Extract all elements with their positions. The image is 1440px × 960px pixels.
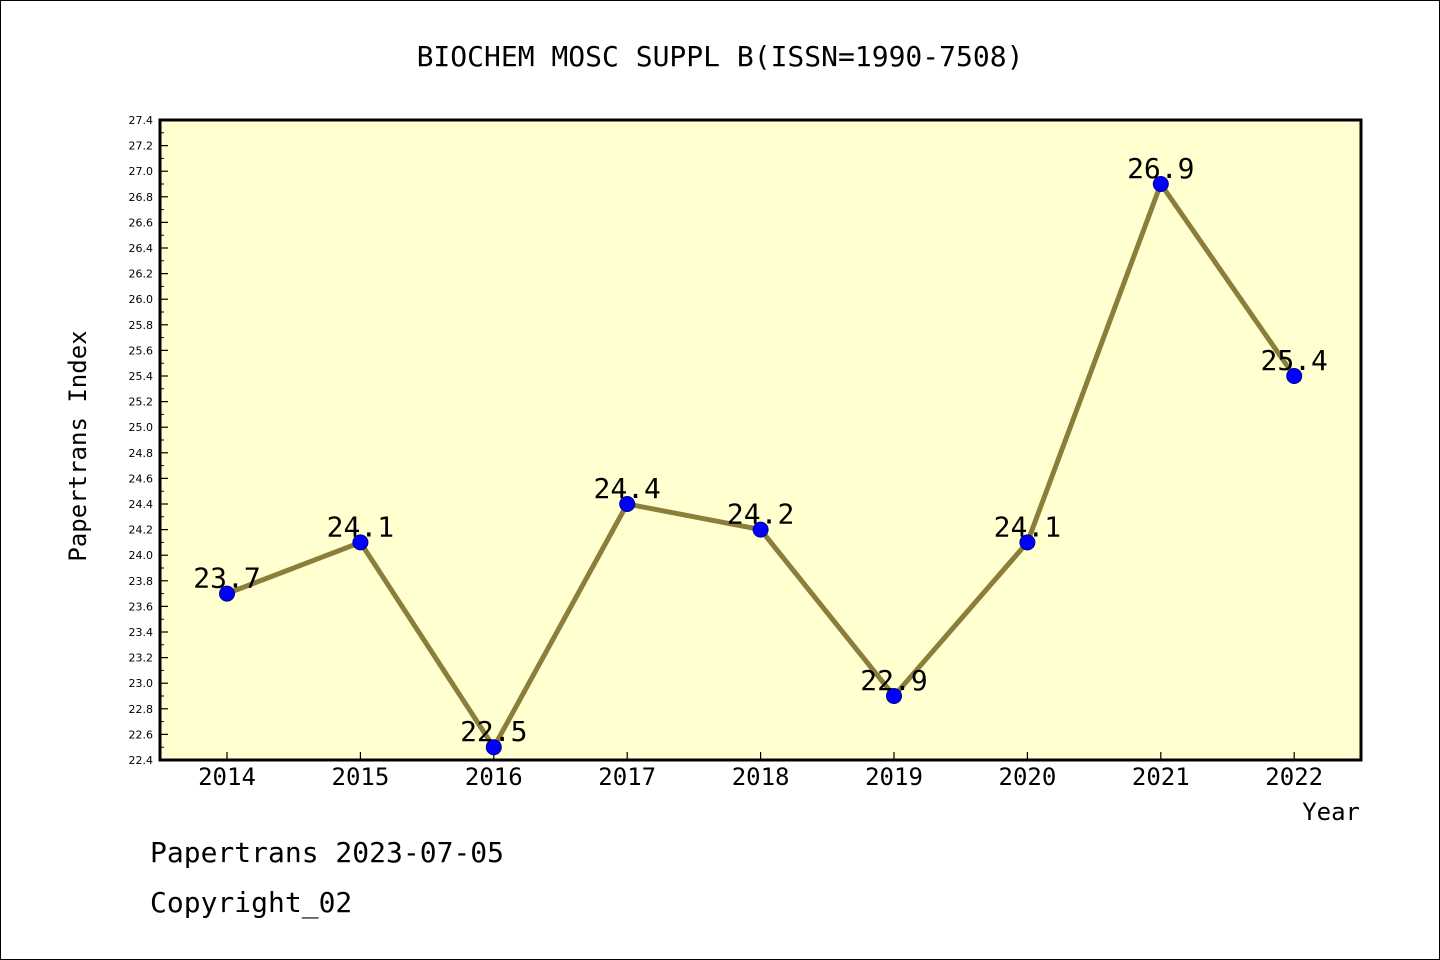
y-tick-label: 24.6: [129, 472, 154, 485]
y-axis: 22.4 22.6 22.8 23.0 23.2 23.4 23.6 23.8 24.0 24.2…: [129, 114, 168, 767]
footer-date: Papertrans 2023-07-05: [150, 836, 505, 869]
series-layer: 23.7 24.1 22.5 24.4 24.2 22.9 24.1 26.9 25.4: [193, 152, 1328, 756]
y-tick-label: 23.2: [129, 652, 154, 665]
y-tick-label: 25.8: [129, 319, 154, 332]
data-point: [485, 739, 502, 756]
plot-area: [158, 118, 1363, 762]
data-point: [886, 688, 902, 704]
chart-title: BIOCHEM MOSC SUPPL B(ISSN=1990-7508): [417, 40, 1024, 73]
x-tick-label: 2017: [598, 763, 656, 791]
y-tick-label: 27.0: [129, 165, 154, 178]
footer-copyright: Copyright_02: [150, 886, 353, 919]
y-tick-label: 24.4: [129, 498, 154, 511]
x-axis: 2014 2015 2016 2017 2018 2019 2020 2021 2022: [198, 752, 1323, 791]
x-tick-label: 2016: [465, 763, 523, 791]
y-tick-label: 25.0: [129, 421, 154, 434]
x-tick-label: 2019: [865, 763, 923, 791]
data-label: 24.4: [593, 472, 660, 505]
data-label: 22.9: [860, 664, 927, 697]
y-tick-label: 25.4: [129, 370, 154, 383]
y-tick-label: 24.0: [129, 549, 154, 562]
x-tick-label: 2015: [332, 763, 390, 791]
y-tick-label: 26.0: [129, 293, 154, 306]
y-tick-label: 26.4: [129, 242, 154, 255]
x-tick-label: 2020: [999, 763, 1057, 791]
x-tick-label: 2022: [1265, 763, 1323, 791]
y-tick-label: 23.4: [129, 626, 154, 639]
y-tick-label: 22.6: [129, 728, 154, 741]
y-tick-label: 26.2: [129, 268, 154, 281]
data-point: [1152, 176, 1169, 192]
x-tick-label: 2018: [732, 763, 790, 791]
data-label: 25.4: [1260, 344, 1327, 377]
y-tick-label: 24.2: [129, 524, 154, 537]
y-tick-label: 23.8: [129, 575, 154, 588]
y-tick-label: 26.6: [129, 216, 154, 229]
data-label: 24.1: [994, 510, 1061, 543]
data-label: 22.5: [460, 715, 527, 748]
y-tick-label: 24.8: [129, 447, 154, 460]
data-label: 24.2: [727, 498, 794, 531]
data-point: [1286, 368, 1303, 384]
y-tick-label: 23.0: [129, 677, 154, 690]
data-label: 26.9: [1127, 152, 1194, 185]
x-tick-label: 2021: [1132, 763, 1190, 791]
data-label: 24.1: [327, 510, 394, 543]
y-tick-label: 26.8: [129, 191, 154, 204]
y-tick-label: 22.4: [129, 754, 154, 767]
x-tick-label: 2014: [198, 763, 256, 791]
y-tick-label: 25.6: [129, 344, 154, 357]
y-axis-label: Papertrans Index: [64, 330, 92, 561]
y-tick-label: 27.2: [129, 140, 154, 153]
y-tick-label: 25.2: [129, 396, 154, 409]
data-label: 23.7: [193, 562, 260, 595]
data-point: [619, 496, 636, 512]
y-tick-label: 22.8: [129, 703, 154, 716]
data-point: [752, 521, 769, 538]
y-tick-label: 27.4: [129, 114, 154, 127]
data-point: [1019, 534, 1036, 551]
x-axis-label: Year: [1302, 798, 1360, 826]
data-point: [219, 585, 235, 602]
data-point: [352, 534, 369, 551]
y-tick-label: 23.6: [129, 600, 154, 613]
